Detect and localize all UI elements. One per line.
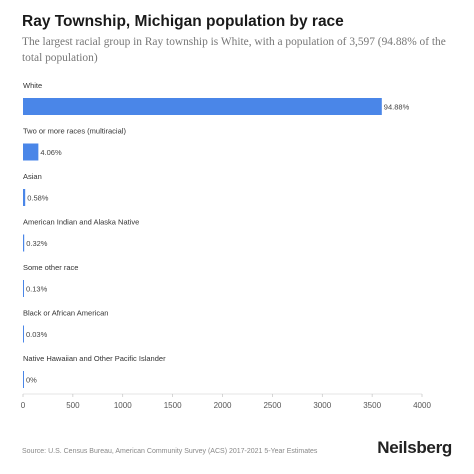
source-note: Source: U.S. Census Bureau, American Com… bbox=[22, 448, 318, 455]
x-tick-label: 500 bbox=[66, 401, 80, 410]
x-tick-label: 3000 bbox=[313, 401, 331, 410]
value-label: 94.88% bbox=[384, 103, 410, 112]
value-label: 0.58% bbox=[27, 194, 49, 203]
x-tick-label: 3500 bbox=[363, 401, 381, 410]
bar bbox=[23, 325, 24, 343]
chart-subtitle: The largest racial group in Ray township… bbox=[22, 36, 446, 64]
category-label: American Indian and Alaska Native bbox=[23, 218, 139, 227]
bar bbox=[23, 98, 382, 115]
category-label: Native Hawaiian and Other Pacific Island… bbox=[23, 354, 166, 363]
category-label: White bbox=[23, 81, 42, 90]
x-tick-label: 1500 bbox=[164, 401, 182, 410]
x-tick-label: 2500 bbox=[263, 401, 281, 410]
bar bbox=[23, 280, 24, 297]
bar bbox=[23, 371, 24, 388]
x-tick-label: 0 bbox=[21, 401, 26, 410]
value-label: 4.06% bbox=[40, 148, 62, 157]
category-label: Black or African American bbox=[23, 309, 108, 318]
value-label: 0.03% bbox=[26, 330, 48, 339]
bar bbox=[23, 143, 39, 161]
value-label: 0% bbox=[26, 376, 37, 385]
value-label: 0.13% bbox=[26, 285, 48, 294]
bar bbox=[23, 234, 25, 252]
category-label: Some other race bbox=[23, 263, 78, 272]
chart-title: Ray Township, Michigan population by rac… bbox=[22, 13, 344, 30]
category-label: Two or more races (multiracial) bbox=[23, 127, 126, 136]
x-tick-label: 4000 bbox=[413, 401, 431, 410]
x-tick-label: 2000 bbox=[214, 401, 232, 410]
brand-logo: Neilsberg bbox=[377, 438, 452, 457]
bar bbox=[23, 189, 26, 206]
value-label: 0.32% bbox=[26, 239, 48, 248]
x-tick-label: 1000 bbox=[114, 401, 132, 410]
category-label: Asian bbox=[23, 172, 42, 181]
